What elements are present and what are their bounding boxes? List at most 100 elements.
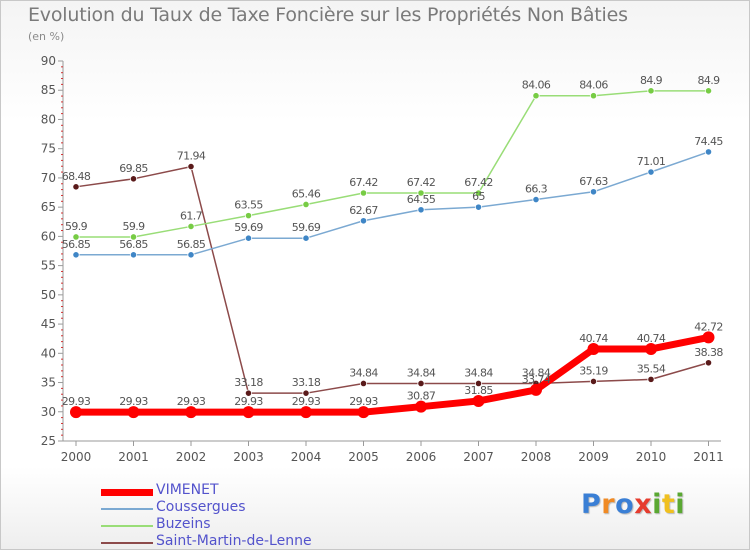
data-label: 29.93	[119, 395, 148, 408]
data-point	[185, 406, 197, 419]
data-label: 29.93	[349, 395, 378, 408]
data-label: 59.69	[292, 221, 321, 234]
logo-letter: r	[601, 489, 616, 520]
y-tick-label: 50	[41, 288, 56, 302]
legend-label: Buzeins	[156, 516, 211, 532]
data-point	[589, 377, 598, 386]
series-line-buzeins	[76, 90, 709, 238]
data-point	[242, 406, 255, 419]
data-label: 56.85	[62, 238, 91, 251]
data-point	[704, 359, 713, 367]
data-label: 33.74	[522, 373, 551, 386]
data-point	[647, 87, 655, 95]
data-label: 34.84	[349, 366, 378, 379]
data-label: 71.94	[177, 150, 206, 163]
x-tick-label: 2000	[61, 450, 92, 464]
data-point	[474, 379, 483, 388]
legend-label: VIMENET	[156, 482, 219, 498]
data-point	[417, 206, 425, 214]
series-line-coussergues	[76, 151, 709, 256]
data-label: 30.87	[407, 390, 436, 403]
data-point	[129, 175, 138, 183]
x-tick-label: 2003	[233, 450, 264, 464]
data-label: 38.38	[694, 346, 723, 359]
data-point	[589, 92, 598, 100]
data-label: 65.46	[292, 187, 321, 200]
chart-title: Evolution du Taux de Taxe Foncière sur l…	[28, 4, 628, 26]
y-tick-label: 75	[41, 142, 56, 156]
y-tick-label: 35	[41, 376, 56, 390]
data-point	[357, 406, 370, 419]
data-label: 40.74	[637, 332, 666, 345]
data-label: 29.93	[234, 395, 263, 408]
legend-swatch	[101, 525, 153, 527]
data-point	[187, 222, 195, 231]
legend-swatch	[101, 542, 153, 544]
data-label: 65	[472, 190, 485, 203]
series-lines	[70, 87, 715, 419]
data-point	[532, 195, 540, 204]
data-label: 69.85	[119, 162, 148, 175]
logo-letter: x	[634, 489, 653, 520]
data-label: 34.84	[407, 366, 436, 379]
y-tick-label: 40	[41, 346, 56, 360]
data-label: 34.84	[464, 366, 493, 379]
data-point	[72, 251, 80, 259]
data-point	[647, 375, 655, 383]
data-label: 56.85	[119, 238, 148, 251]
data-label: 84.06	[579, 79, 608, 92]
data-label: 35.19	[579, 364, 608, 377]
data-point	[474, 189, 483, 197]
x-tick-label: 2008	[521, 450, 552, 464]
y-tick-label: 55	[41, 259, 56, 273]
logo-letter: t	[661, 489, 676, 520]
data-point	[472, 394, 485, 407]
y-tick-label: 65	[41, 200, 56, 214]
series-line-saint-martin-de-lenne	[75, 165, 709, 394]
data-point	[302, 200, 310, 209]
data-point	[415, 400, 427, 413]
data-point	[187, 162, 195, 171]
logo-letter: i	[675, 489, 686, 520]
data-label: 29.93	[177, 395, 206, 408]
data-point	[359, 379, 368, 388]
legend-swatch	[101, 488, 153, 496]
data-point	[72, 183, 80, 191]
data-label: 67.42	[349, 176, 378, 189]
y-tick-label: 80	[41, 112, 56, 126]
data-label: 29.93	[292, 395, 321, 408]
axes: 25 30 35 40 45 50 55 60 65 70 75 80 85 90 2000 2001 2002…	[41, 54, 724, 464]
x-tick-label: 2002	[176, 450, 207, 464]
legend-swatch	[101, 508, 153, 510]
data-label: 84.9	[640, 74, 663, 87]
data-label: 84.06	[522, 79, 551, 92]
data-label: 68.48	[62, 170, 91, 183]
data-point	[474, 203, 483, 211]
data-label: 63.55	[234, 199, 263, 212]
data-label: 59.69	[234, 221, 263, 234]
data-point	[530, 383, 542, 396]
x-tick-label: 2010	[636, 450, 667, 464]
data-label: 64.55	[407, 193, 436, 206]
data-point	[127, 406, 140, 419]
data-label: 67.63	[579, 175, 608, 188]
data-point	[72, 233, 80, 241]
data-point	[704, 87, 713, 95]
logo-letter: o	[615, 489, 635, 520]
data-label: 74.45	[694, 135, 723, 148]
x-tick-label: 2011	[693, 450, 724, 464]
data-label: 40.74	[579, 332, 608, 345]
data-label: 67.42	[464, 176, 493, 189]
data-label: 84.9	[697, 74, 720, 87]
data-point	[702, 331, 715, 344]
series-line-vimenet	[76, 333, 710, 416]
data-point	[70, 406, 82, 419]
data-point	[647, 168, 655, 176]
x-tick-label: 2006	[406, 450, 437, 464]
data-point	[704, 148, 713, 156]
data-labels: 29.93 29.93 29.93 29.93 29.93 29.93 30.87 31.85…	[62, 74, 724, 408]
data-label: 56.85	[177, 238, 206, 251]
data-point	[359, 217, 368, 225]
data-point	[300, 406, 312, 419]
